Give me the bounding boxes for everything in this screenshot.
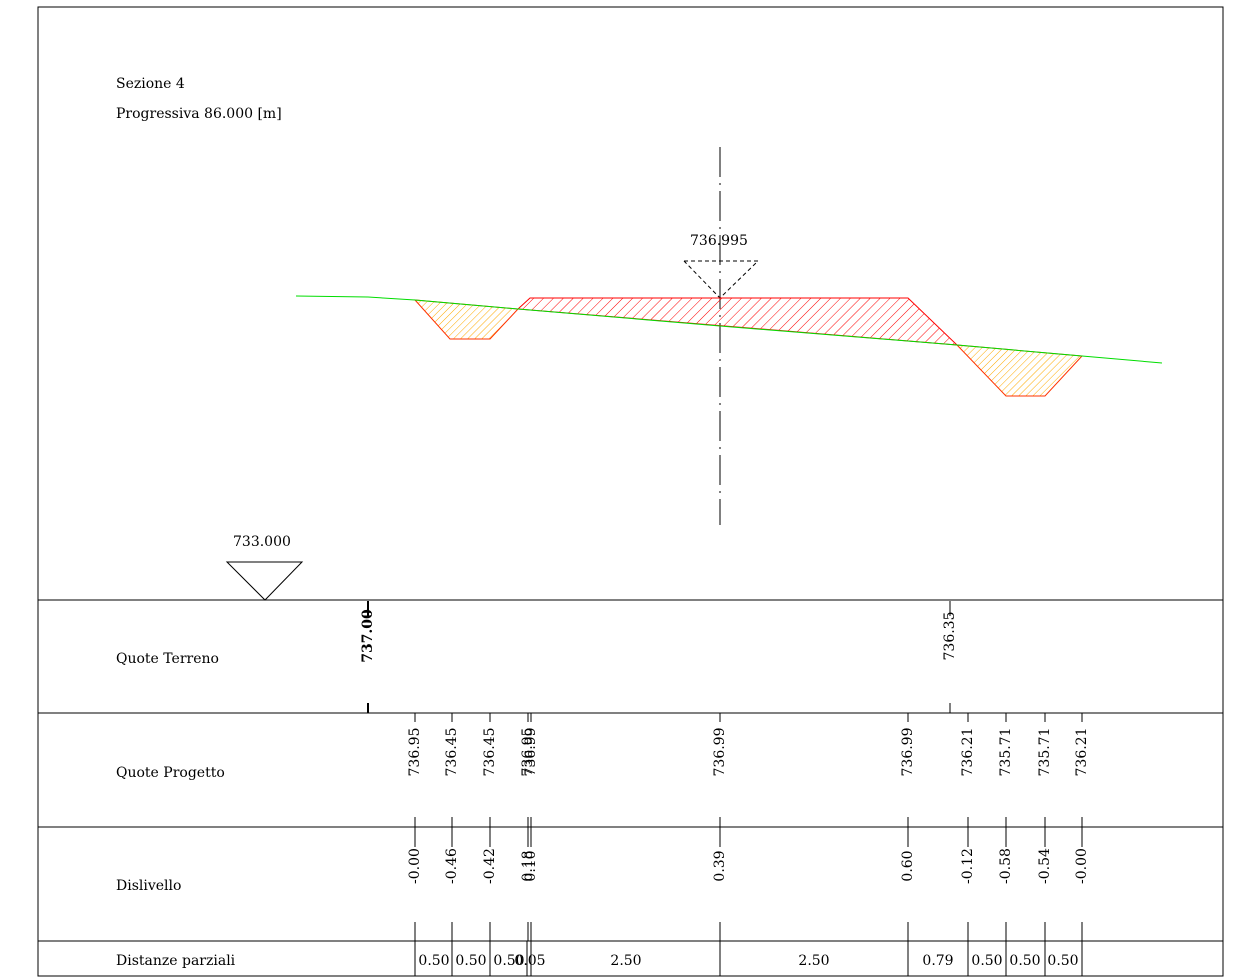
elevation-difference-value: 0.18 xyxy=(520,850,536,881)
project-elevation-value: 736.95 xyxy=(520,728,536,777)
datum-triangle xyxy=(225,561,304,601)
project-elevation-value: 735.71 xyxy=(998,728,1014,777)
elevation-difference-value: -0.00 xyxy=(407,848,423,884)
elevation-difference-value: 0.10 xyxy=(523,850,539,881)
row-label-dislivello: Dislivello xyxy=(116,878,181,894)
fill-embankment xyxy=(516,297,959,346)
dislivello-values: -0.00 -0.46 -0.42 0.180.10 0.39 0.60 -0.12 -0.5… xyxy=(407,827,1090,941)
right-ditch-cut xyxy=(955,344,1084,397)
axis-triangle xyxy=(683,260,760,299)
elevation-difference-value: -0.00 xyxy=(1074,848,1090,884)
project-elevation-value: 736.99 xyxy=(712,728,728,777)
partial-distance-value: 0.50 xyxy=(1009,953,1040,969)
progressiva-label: Progressiva 86.000 [m] xyxy=(116,106,282,122)
quote-terreno-values: 737.00 736.35 xyxy=(360,601,958,713)
partial-distance-value: 0.50 xyxy=(418,953,449,969)
terrain-elevation-value: 737.00 xyxy=(360,609,376,663)
elevation-difference-value: 0.60 xyxy=(900,850,916,881)
drawing-frame xyxy=(37,6,1224,977)
project-elevation-value: 736.95 xyxy=(407,728,423,777)
project-elevation-value: 736.99 xyxy=(523,728,539,777)
axis-elevation-label: 736.995 xyxy=(690,233,748,249)
project-elevation-value: 736.99 xyxy=(900,728,916,777)
partial-distance-value: 2.50 xyxy=(798,953,829,969)
left-ditch-cut xyxy=(413,299,520,340)
project-elevation-value: 736.21 xyxy=(1074,728,1090,777)
terrain-elevation-value: 736.35 xyxy=(942,612,958,661)
elevation-difference-value: -0.12 xyxy=(960,848,976,884)
partial-distance-value: 0.79 xyxy=(922,953,953,969)
partial-distance-value: 0.50 xyxy=(971,953,1002,969)
elevation-difference-value: -0.54 xyxy=(1037,848,1053,884)
elevation-difference-value: -0.42 xyxy=(482,848,498,884)
row-label-quote-terreno: Quote Terreno xyxy=(116,651,219,667)
project-elevation-value: 735.71 xyxy=(1037,728,1053,777)
project-elevation-value: 736.21 xyxy=(960,728,976,777)
partial-distance-value: 2.50 xyxy=(610,953,641,969)
partial-distance-value: 0.50 xyxy=(455,953,486,969)
elevation-difference-value: -0.46 xyxy=(444,848,460,884)
partial-distance-value: 0.50 xyxy=(1047,953,1078,969)
elevation-difference-value: -0.58 xyxy=(998,848,1014,884)
project-elevation-value: 736.45 xyxy=(482,728,498,777)
row-label-quote-progetto: Quote Progetto xyxy=(116,765,225,781)
row-label-distanze-parziali: Distanze parziali xyxy=(116,953,236,969)
datum-label: 733.000 xyxy=(233,534,291,550)
partial-distance-value: 0.50 xyxy=(493,953,524,969)
project-elevation-value: 736.45 xyxy=(444,728,460,777)
distanze-parziali-values: 0.50 0.50 0.500.05 2.50 2.50 0.79 0.50 0.50 0.50 xyxy=(414,941,1083,976)
section-title: Sezione 4 xyxy=(116,76,185,92)
terrain-line xyxy=(295,295,1163,364)
elevation-difference-value: 0.39 xyxy=(712,850,728,881)
partial-distance-value: 0.05 xyxy=(514,953,545,969)
